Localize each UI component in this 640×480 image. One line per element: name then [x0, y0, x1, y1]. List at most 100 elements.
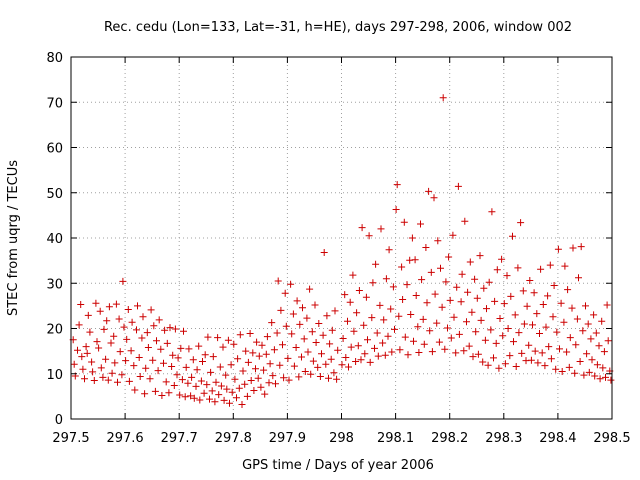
data-point — [138, 334, 146, 342]
data-point — [169, 351, 177, 359]
data-point — [460, 347, 468, 355]
data-point — [96, 307, 104, 315]
data-point — [600, 348, 608, 356]
data-point — [227, 361, 235, 369]
data-point — [188, 373, 196, 381]
data-point — [577, 243, 585, 251]
data-point — [300, 335, 308, 343]
y-tick-label: 20 — [46, 323, 63, 338]
data-point — [360, 321, 368, 329]
data-point — [510, 338, 517, 346]
data-point — [495, 364, 503, 372]
data-point — [380, 316, 388, 324]
data-point — [585, 368, 593, 376]
data-point — [105, 303, 113, 311]
data-point — [382, 275, 390, 283]
data-point — [392, 206, 400, 213]
data-point — [246, 330, 254, 337]
data-point — [407, 311, 415, 318]
data-point — [519, 287, 527, 295]
data-point — [411, 256, 419, 264]
data-point — [381, 351, 389, 359]
data-point — [596, 375, 604, 383]
data-point — [376, 301, 384, 309]
data-point — [465, 342, 473, 350]
data-point — [447, 334, 455, 342]
data-point — [533, 310, 541, 318]
chart-title: Rec. cedu (Lon=133, Lat=-31, h=HE), days… — [104, 20, 572, 35]
x-tick-label: 298.4 — [539, 431, 576, 446]
data-point — [280, 374, 288, 382]
data-point — [517, 219, 525, 227]
data-point — [384, 332, 392, 340]
data-point — [474, 350, 482, 358]
data-point — [501, 360, 509, 368]
data-point — [503, 272, 511, 280]
data-point — [147, 306, 155, 314]
data-point — [364, 336, 371, 344]
data-point — [396, 346, 404, 354]
data-point — [515, 329, 523, 337]
data-point — [556, 345, 563, 353]
data-point — [75, 321, 83, 329]
data-point — [582, 302, 589, 310]
data-point — [389, 283, 397, 291]
data-point — [219, 343, 227, 351]
data-point — [201, 351, 209, 359]
data-point — [260, 366, 268, 374]
data-point — [603, 301, 611, 309]
y-tick-label: 40 — [46, 232, 63, 247]
data-point — [196, 396, 204, 404]
data-point — [93, 338, 101, 346]
data-point — [339, 335, 347, 342]
data-point — [212, 378, 220, 386]
data-point — [446, 296, 454, 304]
data-point — [92, 299, 100, 307]
x-tick-label: 297.5 — [52, 431, 89, 446]
data-point — [425, 187, 433, 195]
data-point — [431, 290, 439, 298]
data-point — [468, 308, 476, 316]
data-point — [211, 398, 219, 406]
data-point — [124, 306, 132, 313]
x-tick-labels: 297.5 297.6 297.7 297.8 297.9 298 298.1 298.2 29… — [52, 431, 630, 446]
data-point — [323, 312, 331, 320]
data-point — [365, 232, 373, 240]
x-axis-label: GPS time / Days of year 2006 — [242, 458, 434, 473]
data-point — [228, 388, 236, 396]
data-point — [591, 372, 599, 380]
data-point — [453, 283, 461, 291]
x-tick-label: 298.5 — [593, 431, 630, 446]
data-point — [420, 340, 428, 348]
data-point — [352, 358, 360, 365]
data-point — [476, 252, 484, 260]
data-point — [298, 353, 305, 361]
data-point — [153, 337, 160, 345]
data-point — [385, 246, 393, 254]
data-point — [133, 326, 140, 334]
data-point — [217, 382, 225, 390]
data-point — [492, 339, 500, 347]
data-point — [371, 344, 378, 352]
data-point — [547, 355, 555, 363]
data-point — [163, 339, 171, 347]
data-point — [498, 255, 506, 263]
data-point — [181, 393, 189, 401]
data-point — [355, 287, 363, 294]
data-point — [180, 327, 187, 335]
data-point — [160, 359, 167, 367]
data-point — [208, 387, 216, 395]
data-point — [304, 348, 312, 356]
data-point — [151, 387, 159, 395]
data-point — [78, 353, 86, 361]
data-point — [254, 374, 262, 382]
data-point — [130, 362, 138, 370]
data-point — [427, 268, 435, 276]
data-point — [100, 325, 108, 333]
data-point — [563, 348, 571, 356]
data-point — [311, 301, 319, 309]
data-point — [224, 336, 232, 344]
data-point — [234, 355, 242, 363]
data-point — [366, 358, 374, 366]
